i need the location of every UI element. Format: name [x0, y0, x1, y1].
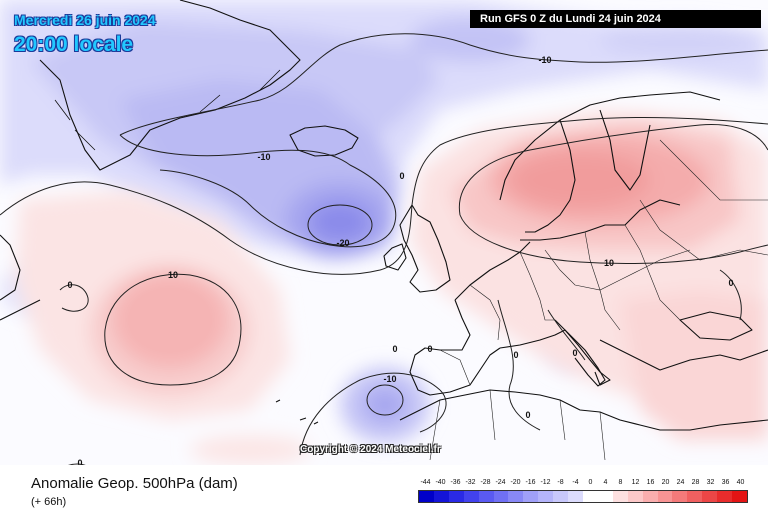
color-scale-label: -20 [510, 479, 521, 486]
color-scale-label: 36 [721, 479, 730, 486]
color-scale-swatch [463, 491, 479, 502]
contour-label: 10 [604, 258, 614, 268]
color-scale-swatch [642, 491, 658, 502]
contour-label: -20 [336, 238, 349, 248]
forecast-date: Mercredi 26 juin 2024 [14, 12, 156, 28]
color-scale-swatch [717, 491, 733, 502]
color-scale-label: 16 [646, 479, 655, 486]
field-title: Anomalie Geop. 500hPa (dam) [31, 475, 238, 492]
color-scale-label: -28 [480, 479, 491, 486]
color-scale-swatch [627, 491, 643, 502]
color-scale-label: 20 [661, 479, 670, 486]
color-scale-label: -40 [435, 479, 446, 486]
color-scale-swatch [433, 491, 449, 502]
color-scale-swatch [582, 491, 598, 502]
model-run-banner: Run GFS 0 Z du Lundi 24 juin 2024 [470, 10, 761, 28]
color-scale-swatch [732, 491, 747, 502]
contour-label: 0 [513, 350, 518, 360]
color-scale-label: -36 [450, 479, 461, 486]
color-scale-label: -4 [572, 479, 579, 486]
color-scale-label: 24 [676, 479, 685, 486]
contour-label: 10 [168, 270, 178, 280]
color-scale-label: 8 [618, 479, 623, 486]
contour-label: -10 [538, 55, 551, 65]
color-scale-swatch [597, 491, 613, 502]
color-scale-label: -16 [525, 479, 536, 486]
geopotential-anomaly-map: -10 -10 -20 0 10 0 10 0 0 0 0 -10 0 0 0 [0, 0, 768, 465]
color-scale-label: 4 [603, 479, 608, 486]
copyright-notice: Copyright © 2024 Meteociel.fr [300, 444, 441, 455]
color-scale-label: 40 [736, 479, 745, 486]
color-scale-label: -32 [465, 479, 476, 486]
color-scale-swatch [568, 491, 583, 502]
color-scale-bar [418, 490, 748, 503]
contour-label: 0 [525, 410, 530, 420]
contour-label: 0 [399, 171, 404, 181]
color-scale-label: -24 [495, 479, 506, 486]
contour-label: 0 [67, 280, 72, 290]
color-scale-swatch [448, 491, 464, 502]
color-scale-swatch [553, 491, 569, 502]
forecast-time: 20:00 locale [14, 33, 134, 56]
lead-time: (+ 66h) [31, 496, 67, 508]
color-scale-labels: -44 -40 -36 -32 -28 -24 -20 -16 -12 -8 -4 0 4 8 12 16 20… [418, 479, 748, 489]
color-scale-label: 32 [706, 479, 715, 486]
color-scale-label: -8 [557, 479, 564, 486]
color-scale-label: 0 [588, 479, 593, 486]
contour-label: 0 [728, 278, 733, 288]
anomaly-contours [0, 33, 768, 465]
footer-bar: Anomalie Geop. 500hPa (dam) (+ 66h) -44-… [0, 465, 768, 512]
color-scale-swatch [478, 491, 494, 502]
color-scale-swatch [493, 491, 509, 502]
color-scale-swatch [687, 491, 703, 502]
coastlines [0, 0, 768, 431]
contour-label: 0 [392, 344, 397, 354]
contour-label: -10 [257, 152, 270, 162]
contour-label: 0 [572, 348, 577, 358]
color-scale-label: 12 [631, 479, 640, 486]
contour-label: -10 [383, 374, 396, 384]
color-scale-swatch [702, 491, 718, 502]
color-scale-swatch [419, 491, 434, 502]
color-scale-swatch [672, 491, 688, 502]
color-scale-label: 28 [691, 479, 700, 486]
color-scale-swatch [538, 491, 554, 502]
color-scale-swatch [612, 491, 628, 502]
color-scale-label: -44 [420, 479, 431, 486]
contour-labels: -10 -10 -20 0 10 0 10 0 0 0 0 -10 0 0 0 [67, 55, 733, 465]
color-scale-swatch [657, 491, 673, 502]
country-borders [429, 139, 768, 461]
color-scale-swatch [523, 491, 539, 502]
contour-label: 0 [77, 458, 82, 465]
anomaly-shading [0, 0, 768, 465]
color-scale-swatch [508, 491, 524, 502]
color-scale-label: -12 [540, 479, 551, 486]
contour-label: 0 [427, 344, 432, 354]
